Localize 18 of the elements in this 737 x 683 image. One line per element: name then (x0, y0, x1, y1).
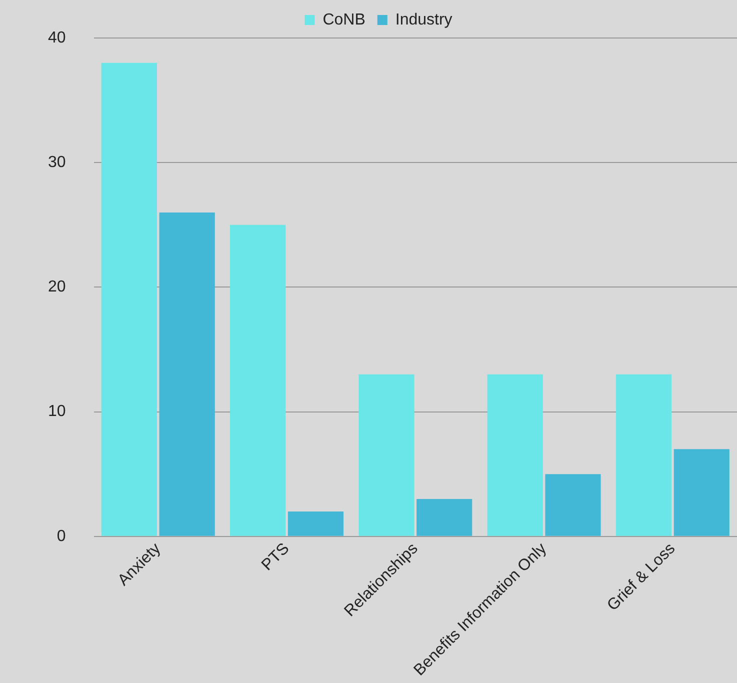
legend-label: CoNB (322, 11, 366, 28)
legend-label: Industry (395, 11, 452, 28)
bar (288, 511, 344, 536)
bar (674, 449, 730, 536)
bar (101, 62, 157, 536)
bar (358, 374, 414, 536)
y-tick-label: 0 (56, 528, 66, 545)
y-tick-label: 20 (48, 278, 66, 296)
y-tick-label: 30 (48, 154, 66, 172)
bar (545, 474, 601, 536)
x-tick-label: PTS (258, 540, 293, 574)
bar (230, 224, 286, 536)
bar (159, 212, 215, 536)
y-tick-label: 40 (48, 29, 66, 46)
bar (487, 374, 543, 536)
y-tick-label: 10 (48, 403, 66, 420)
bar (616, 374, 672, 536)
bar (416, 499, 472, 536)
